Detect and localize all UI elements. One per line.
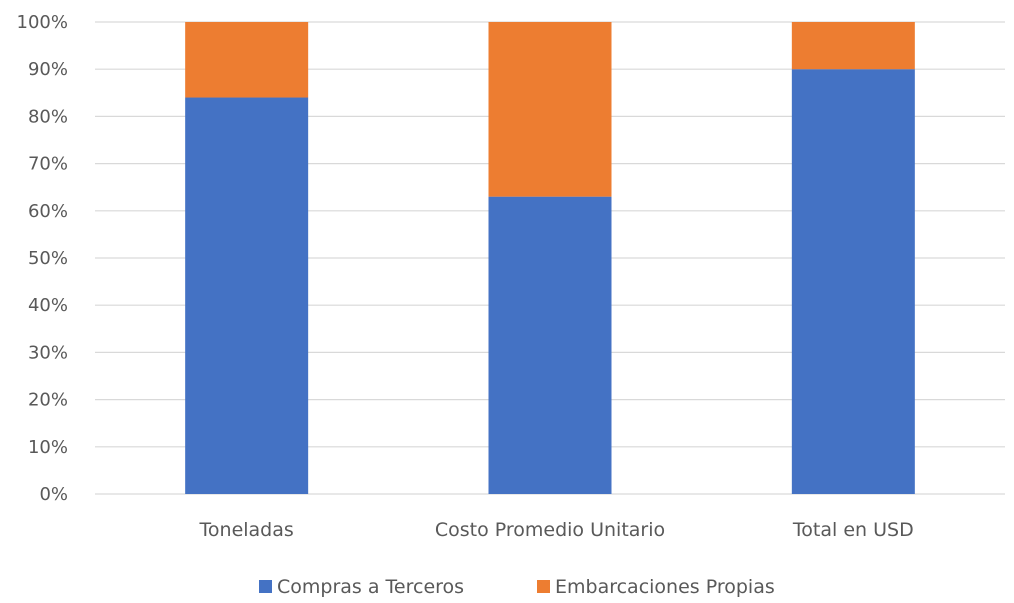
bar-embarcaciones-propias-0 [185, 22, 309, 98]
bar-compras-a-terceros-2 [791, 69, 915, 494]
bar-compras-a-terceros-1 [488, 196, 612, 494]
y-tick-label-80: 80% [28, 106, 68, 127]
x-category-label: Toneladas [199, 519, 294, 541]
bar-embarcaciones-propias-1 [488, 22, 612, 197]
y-tick-label-50: 50% [28, 248, 68, 269]
x-category-label: Total en USD [792, 519, 914, 541]
y-tick-label-30: 30% [28, 342, 68, 363]
legend-swatch-embarcaciones-propias [537, 580, 550, 593]
legend-swatch-compras-a-terceros [259, 580, 272, 593]
x-axis-category-labels: Toneladas Costo Promedio Unitario Total en… [199, 519, 914, 541]
y-tick-label-0: 0% [39, 484, 68, 505]
y-tick-label-20: 20% [28, 390, 68, 411]
y-tick-label-100: 100% [17, 12, 68, 33]
y-tick-label-40: 40% [28, 295, 68, 316]
y-tick-label-60: 60% [28, 201, 68, 222]
bar-embarcaciones-propias-2 [791, 22, 915, 70]
bar-compras-a-terceros-0 [185, 97, 309, 495]
y-tick-label-90: 90% [28, 59, 68, 80]
legend-label-embarcaciones-propias: Embarcaciones Propias [555, 576, 775, 598]
legend-label-compras-a-terceros: Compras a Terceros [277, 576, 464, 598]
y-axis-tick-labels: 0% 10% 20% 30% 40% 50% 60% 70% 80% 90% 100% [17, 12, 68, 505]
legend: Compras a Terceros Embarcaciones Propias [259, 576, 775, 598]
y-tick-label-10: 10% [28, 437, 68, 458]
y-tick-label-70: 70% [28, 154, 68, 175]
bars [185, 22, 915, 495]
x-category-label: Costo Promedio Unitario [435, 519, 665, 541]
